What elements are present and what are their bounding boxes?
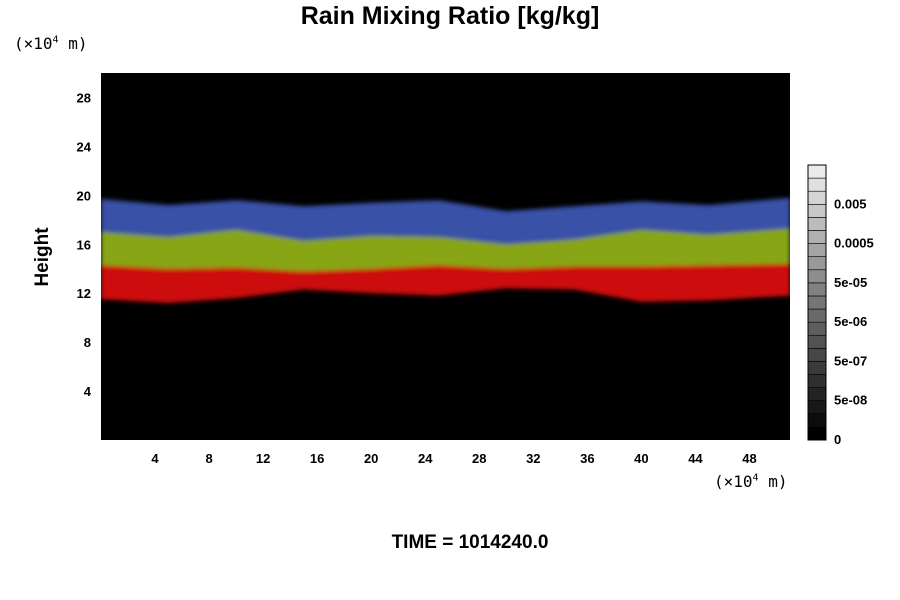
colorbar-frame [807,164,827,441]
y-tick-label: 16 [77,237,91,252]
y-unit-prefix: (×10 [14,34,53,53]
x-tick-labels: 4 8 12 16 20 24 28 32 36 40 44 48 [151,451,756,466]
colorbar-label: 0.0005 [834,236,874,251]
colorbar-swatch [807,295,827,310]
colorbar-swatch [807,387,827,402]
y-tick-label: 24 [77,139,92,154]
band-yellow-green [101,228,790,272]
x-unit-suffix: m) [758,472,788,491]
colorbar-swatch [807,282,827,297]
colorbar-swatch [807,361,827,375]
x-tick-label: 20 [364,451,378,466]
y-tick-labels: 4 8 12 16 20 24 28 [77,90,92,399]
x-tick-label: 28 [472,451,486,466]
colorbar-swatch [807,230,827,244]
band-red [101,263,790,303]
colorbar-swatch [807,321,827,336]
colorbar-swatch [807,348,827,362]
colorbar-swatch [807,400,827,415]
colorbar-label: 5e-08 [834,393,867,408]
colorbar-label: 5e-05 [834,275,867,290]
x-tick-label: 12 [256,451,270,466]
colorbar-swatch [807,177,827,192]
y-tick-label: 20 [77,188,91,203]
x-tick-label: 36 [580,451,594,466]
colorbar-swatch [807,243,827,257]
y-tick-label: 4 [84,384,92,399]
x-unit-prefix: (×10 [714,472,753,491]
colorbar-label: 0.005 [834,196,867,211]
y-unit-exponent: 4 [52,34,59,46]
y-axis-unit: (×104 m) [14,34,87,53]
colorbar-swatch [807,374,827,388]
colorbar-label: 5e-07 [834,353,867,368]
y-tick-label: 28 [77,90,91,105]
chart-title: Rain Mixing Ratio [kg/kg] [300,2,600,30]
x-axis-unit: (×104 m) [714,472,787,491]
x-tick-label: 8 [205,451,212,466]
colorbar-swatch [807,217,827,231]
y-tick-label: 8 [84,335,91,350]
band-blue [101,197,790,245]
colorbar-label: 5e-06 [834,314,867,329]
colorbar-swatch [807,269,827,284]
x-unit-exponent: 4 [752,472,759,484]
colorbar-swatch [807,308,827,323]
rain-bands [101,197,790,303]
colorbar-swatch [807,190,827,205]
colorbar: 0 5e-08 5e-07 5e-06 5e-05 0.0005 0.005 [807,164,874,447]
colorbar-label: 0 [834,432,841,447]
x-tick-label: 48 [742,451,756,466]
x-tick-label: 40 [634,451,648,466]
x-tick-label: 24 [418,451,433,466]
colorbar-swatch [807,334,827,349]
y-unit-suffix: m) [58,34,88,53]
time-label: TIME = 1014240.0 [391,532,549,553]
x-tick-label: 44 [688,451,703,466]
colorbar-swatch [807,164,827,179]
colorbar-swatch [807,413,827,428]
x-tick-label: 16 [310,451,324,466]
colorbar-swatch [807,256,827,271]
y-tick-label: 12 [77,286,91,301]
x-tick-label: 4 [151,451,159,466]
colorbar-swatch [807,203,827,218]
colorbar-swatch [807,426,827,441]
x-tick-label: 32 [526,451,540,466]
